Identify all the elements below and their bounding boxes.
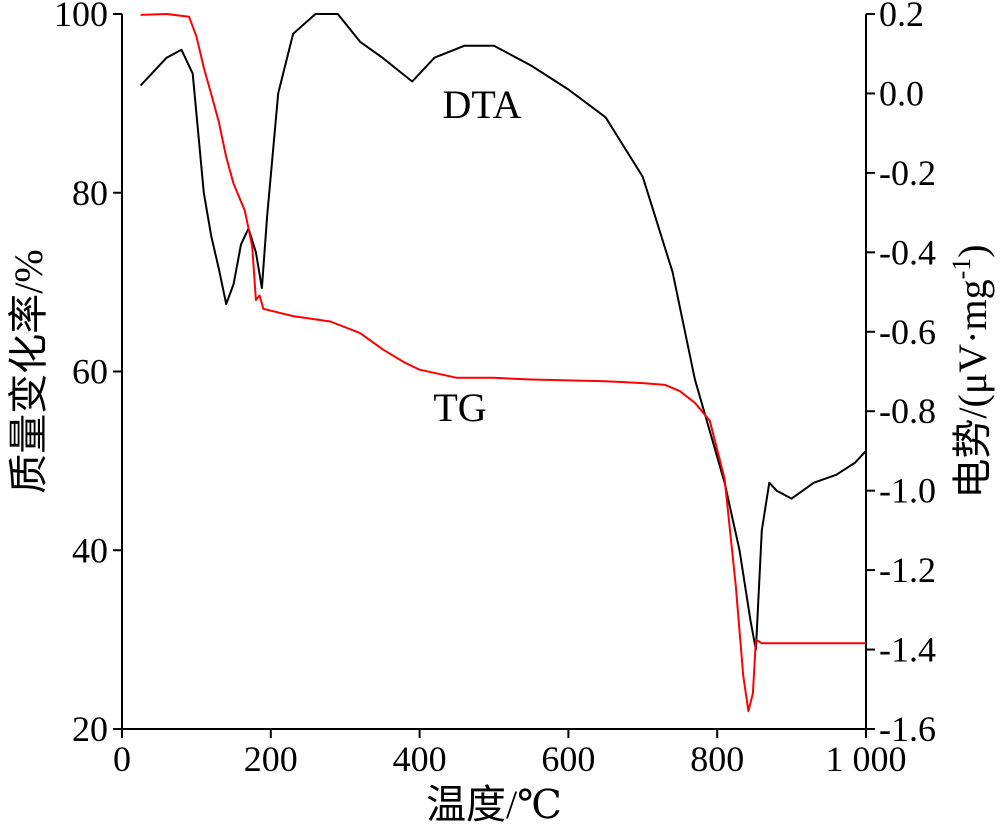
y-right-tick-label: -1.2	[879, 550, 936, 590]
y-left-axis-title: 质量变化率/%	[6, 249, 51, 493]
y-right-axis-title-superscript: -1	[947, 258, 976, 280]
y-right-tick-label: -1.4	[879, 630, 936, 670]
x-tick-label: 200	[244, 739, 298, 779]
series-group	[139, 13, 867, 713]
x-tick-label: 600	[541, 739, 595, 779]
y-left-tick-label: 60	[72, 352, 108, 392]
x-tick-label: 800	[690, 739, 744, 779]
series-label-dta: DTA	[442, 82, 521, 127]
labels-group: DTA TG 温度/℃ 质量变化率/% 电势/(μV·mg-1)	[6, 82, 995, 827]
series-label-tg: TG	[433, 385, 486, 430]
axes-group: 0 200 400 600 800 1 000 20 40 60 80 100 -1.6 -1.4 -1.…	[54, 0, 936, 779]
series-line-tg	[140, 13, 866, 713]
y-right-tick-label: 0.0	[879, 73, 924, 113]
y-left-tick-label: 80	[72, 173, 108, 213]
x-axis-title: 温度/℃	[426, 782, 562, 827]
y-right-tick-label: -0.8	[879, 391, 936, 431]
y-left-tick-label: 100	[54, 0, 108, 34]
y-left-tick-label: 20	[72, 709, 108, 749]
y-right-tick-label: -0.2	[879, 153, 936, 193]
y-right-tick-label: -1.6	[879, 709, 936, 749]
y-right-axis-title: 电势/(μV·mg-1)	[947, 244, 995, 498]
x-tick-label: 0	[113, 739, 131, 779]
y-right-tick-label: -0.6	[879, 312, 936, 352]
y-right-axis-title-main: 电势/(μV·mg	[950, 279, 995, 498]
y-left-tick-label: 40	[72, 530, 108, 570]
series-line-dta	[139, 13, 867, 651]
x-tick-label: 400	[393, 739, 447, 779]
y-right-axis-title-close: )	[950, 244, 995, 257]
y-right-tick-label: -1.0	[879, 471, 936, 511]
y-right-tick-label: -0.4	[879, 232, 936, 272]
x-tick-label: 1 000	[826, 739, 907, 779]
y-right-tick-label: 0.2	[879, 0, 924, 34]
